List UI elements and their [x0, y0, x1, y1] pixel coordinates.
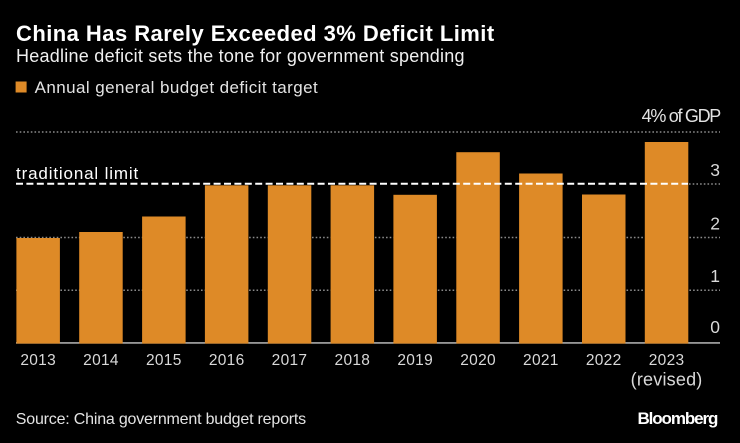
svg-text:Headline deficit sets the tone: Headline deficit sets the tone for gover…	[16, 46, 465, 66]
svg-text:2022: 2022	[586, 352, 622, 369]
svg-text:3: 3	[710, 160, 720, 180]
svg-text:2: 2	[710, 213, 720, 233]
svg-text:2018: 2018	[335, 352, 371, 369]
svg-text:(revised): (revised)	[631, 370, 703, 390]
svg-text:4% of GDP: 4% of GDP	[642, 106, 722, 126]
svg-text:2014: 2014	[83, 352, 119, 369]
svg-text:1: 1	[710, 266, 720, 286]
svg-text:2023: 2023	[649, 352, 685, 369]
svg-text:2016: 2016	[209, 352, 245, 369]
svg-text:0: 0	[710, 317, 720, 337]
svg-text:2017: 2017	[272, 352, 308, 369]
svg-text:2020: 2020	[460, 352, 496, 369]
svg-text:2013: 2013	[20, 352, 56, 369]
svg-text:traditional limit: traditional limit	[16, 164, 139, 183]
svg-text:Annual general budget deficit: Annual general budget deficit target	[35, 78, 319, 97]
svg-text:2021: 2021	[523, 352, 559, 369]
svg-text:2019: 2019	[397, 352, 433, 369]
svg-text:Source: China government budge: Source: China government budget reports	[16, 411, 306, 428]
svg-text:China Has Rarely Exceeded 3% D: China Has Rarely Exceeded 3% Deficit Lim…	[16, 21, 495, 46]
svg-text:Bloomberg: Bloomberg	[637, 409, 718, 428]
svg-text:2015: 2015	[146, 352, 182, 369]
